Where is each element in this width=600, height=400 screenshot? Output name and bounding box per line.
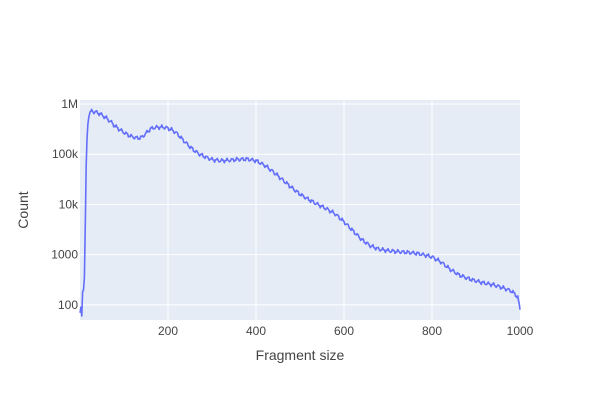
y-tick-label: 1000 [51, 248, 78, 262]
tick-labels: 200 400 600 800 1000 100 1000 10k 100k 1M [51, 97, 533, 338]
x-tick-label: 400 [246, 324, 266, 338]
plot-background [80, 100, 520, 320]
x-tick-label: 800 [422, 324, 442, 338]
x-tick-label: 600 [334, 324, 354, 338]
y-tick-label: 10k [59, 197, 79, 211]
series-line [79, 108, 521, 317]
x-tick-label: 200 [158, 324, 178, 338]
y-tick-label: 100k [52, 147, 79, 161]
x-axis-title: Fragment size [256, 347, 345, 363]
y-tick-label: 1M [61, 97, 78, 111]
series-layer [79, 108, 521, 317]
y-axis-title: Count [15, 191, 31, 228]
y-tick-label: 100 [58, 298, 78, 312]
x-tick-label: 1000 [507, 324, 534, 338]
grid [80, 100, 520, 320]
